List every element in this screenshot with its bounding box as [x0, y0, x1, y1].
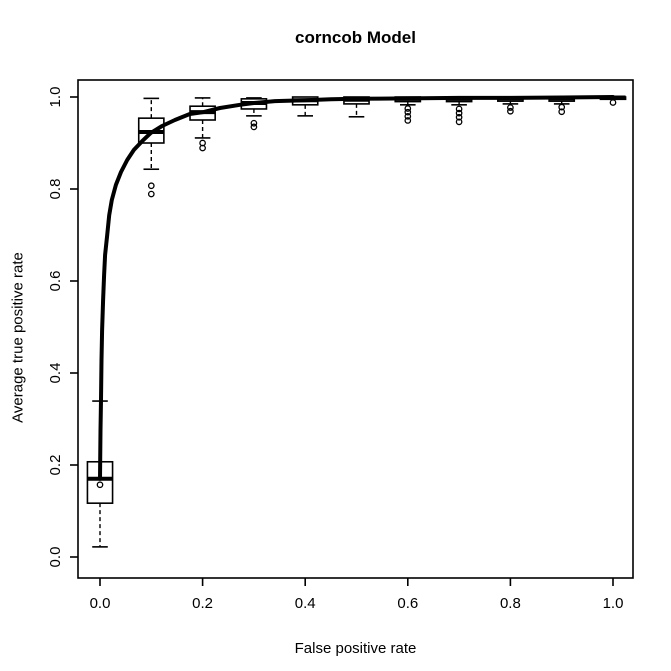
boxplot-outlier: [455, 118, 463, 126]
boxplot-outlier: [404, 105, 412, 112]
boxplot-outlier: [147, 182, 155, 190]
y-tick-label: 0.2: [47, 455, 64, 476]
boxplot-box: [86, 460, 114, 504]
y-tick-label: 0.6: [47, 271, 64, 292]
boxplot-outlier: [404, 112, 412, 120]
boxplot-outlier: [609, 99, 617, 106]
chart-title: corncob Model: [295, 28, 416, 47]
boxplot-outlier: [455, 113, 463, 121]
x-tick-label: 0.6: [397, 595, 418, 612]
boxplot-outlier: [507, 107, 514, 115]
y-tick-label: 0.8: [47, 179, 64, 200]
boxplot-outlier: [199, 144, 206, 152]
x-tick-label: 0.8: [500, 595, 521, 612]
boxplot-outlier: [507, 104, 514, 111]
roc-curve: [98, 95, 615, 481]
x-tick-label: 0.2: [192, 595, 213, 612]
boxplot-outlier: [404, 117, 412, 124]
plot-frame: [77, 79, 634, 579]
x-tick-label: 0.0: [90, 595, 111, 612]
boxplot-outlier: [455, 105, 463, 113]
y-tick-label: 1.0: [47, 87, 64, 108]
y-tick-label: 0.0: [47, 547, 64, 568]
boxplot-outlier: [147, 190, 155, 198]
x-tick-label: 1.0: [603, 595, 624, 612]
boxplot-outlier: [250, 123, 258, 131]
boxplot-outlier: [250, 119, 258, 127]
boxplot-outlier: [96, 481, 104, 489]
boxplot-outlier: [558, 103, 566, 111]
boxplot-outlier: [455, 109, 463, 117]
x-tick-label: 0.4: [295, 595, 316, 612]
boxplot-outlier: [404, 108, 412, 116]
y-tick-label: 0.4: [47, 363, 64, 384]
x-axis-label: False positive rate: [294, 640, 417, 657]
boxplot-outlier: [558, 108, 566, 116]
